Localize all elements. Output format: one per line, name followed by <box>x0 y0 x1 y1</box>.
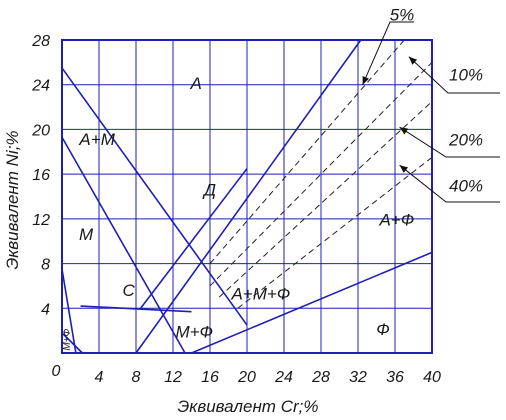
region-label: Ф <box>376 320 390 339</box>
x-tick-label: 16 <box>201 369 219 386</box>
ferrite-percent-label: 20% <box>448 130 483 149</box>
x-axis-title: Эквивалент Cr;% <box>178 397 319 416</box>
callout-leader <box>399 164 500 203</box>
ferrite-line <box>237 156 433 309</box>
ferrite-percent-label: 5% <box>390 5 415 24</box>
ferrite-percent-label: 10% <box>449 65 483 84</box>
ferrite-callouts: 5% 10% 20% 40% <box>362 5 500 203</box>
phase-boundaries <box>61 39 433 354</box>
plot-frame <box>61 39 433 354</box>
region-label: A+Ф <box>378 211 414 230</box>
region-label: С <box>122 281 135 300</box>
origin-label: 0 <box>52 363 61 380</box>
y-tick-label: 8 <box>41 257 50 274</box>
phase-boundary-line <box>61 332 83 354</box>
x-tick-label: 20 <box>237 369 256 386</box>
x-tick-label: 32 <box>349 369 367 386</box>
y-tick-label: 4 <box>41 301 50 318</box>
y-tick-label: 16 <box>32 167 50 184</box>
x-tick-labels: 4 8 12 16 20 24 28 32 36 40 <box>95 369 441 386</box>
callout-arrowhead <box>399 165 409 173</box>
x-tick-label: 12 <box>164 369 182 386</box>
ferrite-line <box>209 62 433 287</box>
region-label: A+M <box>78 130 115 149</box>
phase-boundary-line <box>80 305 192 313</box>
phase-boundary-line <box>61 67 248 326</box>
region-label: A+M+Ф <box>230 284 290 303</box>
callout-leader <box>399 126 500 158</box>
x-tick-label: 40 <box>423 369 441 386</box>
x-tick-label: 8 <box>132 369 141 386</box>
grid <box>62 40 432 353</box>
y-tick-label: 24 <box>31 78 50 95</box>
y-tick-labels: 4 8 12 16 20 24 28 <box>31 33 50 318</box>
x-tick-label: 24 <box>274 369 293 386</box>
y-tick-label: 20 <box>31 122 50 139</box>
phase-boundary-line <box>191 251 433 354</box>
phase-boundary-line <box>61 136 186 354</box>
y-tick-label: 28 <box>31 33 50 50</box>
x-tick-label: 36 <box>386 369 404 386</box>
phase-boundary-line <box>139 168 248 309</box>
phase-region-labels: A A+M M Д С A+M+Ф A+Ф M+Ф Ф M+Ф <box>62 74 414 350</box>
callout-arrowhead <box>408 56 418 65</box>
x-tick-label: 28 <box>311 369 330 386</box>
y-tick-label: 12 <box>32 212 50 229</box>
region-label: M <box>79 225 94 244</box>
ferrite-line <box>209 39 405 264</box>
x-tick-label: 4 <box>95 369 104 386</box>
callout-leader <box>362 21 414 85</box>
ferrite-lines <box>209 39 433 309</box>
callout-leader <box>408 56 500 94</box>
phase-boundary-line <box>61 269 77 354</box>
region-label: M+Ф <box>175 322 213 341</box>
region-label: Д <box>202 180 216 199</box>
phase-boundary-line <box>135 39 362 354</box>
y-axis-title: Эквивалент Ni;% <box>3 130 22 269</box>
region-label: M+Ф <box>62 328 73 350</box>
ferrite-line <box>218 101 433 298</box>
callout-arrowhead <box>362 75 370 85</box>
callout-arrowhead <box>399 127 409 135</box>
ferrite-percent-label: 40% <box>449 176 483 195</box>
region-label: A <box>189 74 201 93</box>
